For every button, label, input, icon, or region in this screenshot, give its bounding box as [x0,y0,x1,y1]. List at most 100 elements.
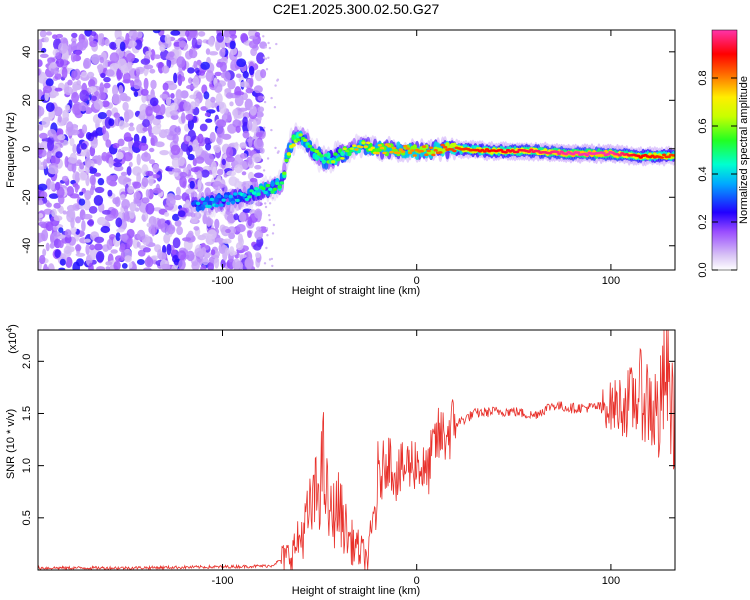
spectrogram-noise-blob [241,171,247,176]
spectrogram-noise-blob [224,88,232,94]
spectrogram-noise-blob [238,254,247,259]
spectrogram-noise-blob [84,190,92,200]
spectrogram-noise-blob [39,53,49,58]
spectrogram-signal-mark [270,190,275,194]
spectrogram-noise-blob [179,175,187,188]
spectrogram-signal-mark [666,155,671,158]
spectrogram-noise-blob [91,53,100,65]
spectrogram-noise-blob [123,152,133,162]
snr-y-axis-label: SNR (10 * v/v) [5,409,17,479]
spectrogram-noise-blob [130,80,135,88]
spectrogram-noise-blob [152,187,162,194]
spectrogram-noise-blob [69,137,75,147]
spectrogram-noise-blob [45,78,54,87]
spectrogram-y-tick-label: 0 [21,146,33,152]
spectrogram-noise-blob [183,101,192,112]
spectrogram-signal-mark [554,150,560,154]
spectrogram-signal-mark [202,201,208,205]
spectrogram-noise-blob [251,153,262,163]
spectrogram-noise-blob [94,236,105,243]
spectrogram-noise-blob [151,225,156,237]
spectrogram-noise-blob [239,152,248,159]
spectrogram-noise-blob [219,61,227,72]
spectrogram-noise-blob [213,82,223,93]
spectrogram-noise-dot [276,79,279,82]
spectrogram-noise-blob [69,193,80,199]
spectrogram-noise-blob [55,128,64,137]
spectrogram-noise-blob [173,72,178,84]
spectrogram-y-tick-label: -20 [21,189,33,205]
spectrogram-noise-blob [101,151,108,162]
spectrogram-noise-blob [170,144,181,156]
spectrogram-noise-blob [140,58,151,65]
spectrogram-signal-mark [368,142,373,148]
spectrogram-noise-blob [240,32,248,43]
spectrogram-noise-blob [94,90,100,96]
spectrogram-noise-blob [177,210,186,218]
spectrogram-noise-blob [166,224,176,235]
spectrogram-noise-blob [222,238,232,244]
spectrogram-noise-blob [105,261,113,266]
spectrogram-noise-blob [72,261,80,270]
spectrogram-noise-blob [148,174,154,187]
spectrogram-signal-mark [298,133,303,137]
spectrogram-noise-blob [132,32,137,39]
spectrogram-noise-blob [99,56,104,64]
spectrogram-signal-mark [277,185,282,189]
spectrogram-noise-blob [142,119,150,128]
spectrogram-signal-mark [324,153,329,157]
spectrogram-noise-dot [262,56,266,59]
spectrogram-noise-blob [38,183,48,191]
spectrogram-signal-mark [368,148,373,151]
spectrogram-noise-blob [74,172,80,184]
spectrogram-noise-blob [137,249,146,257]
colorbar-label: Normalized spectral amplitude [738,76,750,224]
spectrogram-noise-blob [61,67,68,79]
figure-title: C2E1.2025.300.02.50.G27 [273,1,440,17]
spectrogram-noise-blob [255,132,263,138]
spectrogram-noise-blob [159,44,166,52]
spectrogram-noise-blob [255,252,261,259]
spectrogram-signal-mark [564,152,569,156]
spectrogram-noise-blob [117,138,125,147]
spectrogram-noise-blob [136,199,142,207]
spectrogram-noise-dot [270,96,273,100]
spectrogram-y-axis-label: Frequency (Hz) [5,112,17,188]
spectrogram-noise-dot [272,223,276,227]
spectrogram-noise-blob [210,96,216,103]
colorbar-ticks: 0.0 0.2 0.4 0.6 0.8 [697,70,737,278]
spectrogram-noise-blob [119,233,129,241]
spectrogram-signal-mark [452,149,457,153]
spectrogram-noise-blob [71,162,77,173]
spectrogram-noise-blob [177,250,187,261]
spectrogram-noise-blob [255,226,262,231]
spectrogram-noise-blob [53,202,61,209]
spectrogram-noise-blob [229,246,235,257]
spectrogram-noise-blob [145,170,154,177]
spectrogram-signal-mark [233,192,238,196]
spectrogram-signal-mark [270,180,275,187]
spectrogram-signal-mark [195,201,201,206]
spectrogram-noise-blob [182,237,192,242]
spectrogram-noise-blob [153,54,162,59]
spectrogram-noise-blob [228,176,238,187]
spectrogram-noise-blob [236,58,247,68]
spectrogram-noise-blob [256,52,265,65]
spectrogram-noise-blob [235,125,241,133]
spectrogram-noise-blob [71,70,76,81]
spectrogram-noise-blob [79,89,90,102]
spectrogram-noise-blob [233,213,239,221]
spectrogram-signal-mark [230,200,236,204]
spectrogram-noise-blob [119,41,126,52]
spectrogram-noise-blob [167,83,178,91]
spectrogram-noise-blob [212,189,223,195]
spectrogram-noise-blob [229,30,237,37]
spectrogram-noise-blob [54,87,63,92]
spectrogram-noise-blob [164,212,170,217]
spectrogram-noise-dot [274,146,277,150]
spectrogram-noise-blob [128,161,133,168]
spectrogram-noise-dot [271,196,275,200]
spectrogram-noise-blob [193,60,198,69]
spectrogram-noise-blob [115,232,121,242]
spectrogram-signal-mark [445,142,450,148]
